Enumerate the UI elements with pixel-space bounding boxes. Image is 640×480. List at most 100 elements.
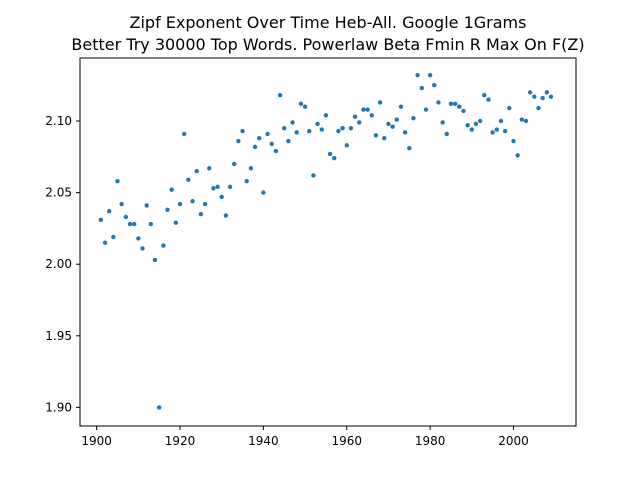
data-point [411, 115, 416, 121]
y-tick-label: 2.00 [45, 257, 72, 271]
data-point [386, 121, 391, 127]
data-point [307, 128, 312, 134]
data-point [169, 187, 174, 192]
data-point [290, 120, 295, 125]
data-point [548, 94, 554, 99]
data-point [327, 151, 333, 157]
data-point [373, 133, 379, 138]
data-point [486, 97, 491, 102]
data-point [432, 83, 437, 88]
data-point [236, 138, 241, 144]
data-point [140, 246, 145, 251]
data-point [436, 100, 441, 105]
x-tick-label: 1980 [415, 434, 446, 448]
data-point [469, 127, 474, 132]
chart-title-line1: Zipf Exponent Over Time Heb-All. Google … [130, 13, 527, 32]
y-tick-label: 1.90 [45, 400, 72, 414]
chart-title-line2: Better Try 30000 Top Words. Powerlaw Bet… [71, 35, 584, 54]
y-tick-label: 2.05 [45, 186, 72, 200]
data-point [457, 104, 462, 109]
data-point [261, 190, 266, 195]
data-point [448, 101, 454, 107]
data-point [131, 221, 137, 227]
data-point [532, 94, 537, 99]
data-point [377, 100, 383, 105]
data-point [165, 207, 170, 212]
data-point [498, 118, 504, 124]
data-point [357, 120, 362, 125]
data-point [477, 118, 483, 124]
data-point [544, 90, 550, 95]
data-point [515, 153, 520, 158]
data-point [115, 178, 120, 184]
data-point [127, 221, 133, 227]
data-point [182, 131, 187, 137]
x-tick-label: 1900 [81, 434, 112, 448]
data-point [323, 113, 329, 118]
x-tick-label: 1920 [165, 434, 196, 448]
data-point [257, 135, 262, 141]
data-point [265, 131, 270, 137]
data-point [340, 125, 345, 131]
data-point [315, 121, 320, 127]
data-point [119, 201, 124, 207]
data-point [286, 138, 291, 144]
data-point [152, 257, 158, 263]
data-point [452, 101, 458, 107]
data-point [186, 177, 191, 182]
data-point [294, 130, 299, 135]
data-point [382, 135, 387, 141]
data-point [319, 127, 324, 132]
data-point [252, 144, 258, 149]
x-tick-label: 1940 [248, 434, 279, 448]
data-point [211, 186, 216, 191]
y-tick-label: 1.95 [45, 329, 72, 343]
data-point [482, 93, 487, 98]
data-point [494, 127, 500, 132]
data-point [223, 213, 229, 218]
data-point [461, 108, 466, 114]
data-point [194, 168, 199, 174]
data-point [244, 178, 249, 184]
y-axis-ticks: 1.90 1.95 2.00 2.05 2.10 [45, 114, 80, 414]
data-point [190, 198, 195, 204]
data-point [123, 214, 129, 220]
data-point [207, 166, 212, 171]
x-tick-label: 2000 [498, 434, 529, 448]
data-point [511, 138, 516, 144]
x-tick-label: 1960 [331, 434, 362, 448]
data-point [407, 146, 412, 151]
data-point [507, 105, 512, 111]
data-point [111, 234, 116, 240]
y-tick-label: 2.10 [45, 114, 72, 128]
data-point [473, 121, 479, 127]
data-point [202, 201, 208, 207]
data-point [332, 156, 337, 161]
data-point [240, 128, 245, 134]
data-point [465, 123, 470, 128]
data-point [177, 201, 183, 207]
data-point [336, 128, 341, 134]
data-point [365, 107, 370, 112]
data-point [352, 114, 358, 119]
data-point [136, 236, 141, 241]
data-point [227, 184, 233, 190]
data-point [502, 128, 508, 134]
data-point [427, 72, 433, 78]
data-point [519, 117, 525, 122]
data-point [269, 141, 274, 147]
data-point [415, 72, 420, 78]
data-point [148, 221, 154, 227]
data-point [232, 161, 237, 167]
data-point [311, 173, 316, 178]
data-point [527, 90, 533, 95]
data-point [215, 184, 220, 190]
data-point [369, 113, 374, 118]
data-point [390, 124, 395, 129]
data-point [173, 220, 179, 225]
data-point [394, 117, 399, 122]
data-point [398, 104, 404, 109]
data-point [490, 130, 495, 135]
x-axis-ticks: 1900 1920 1940 1960 1980 2000 [81, 426, 529, 448]
